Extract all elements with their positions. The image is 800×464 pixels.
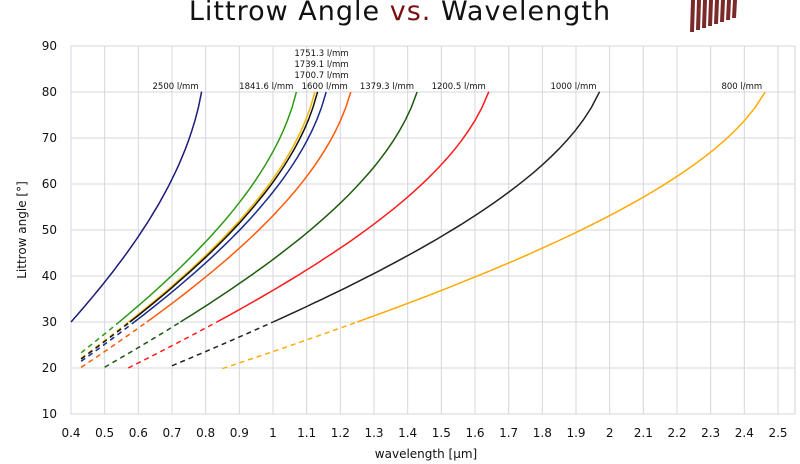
logo-stripes: [690, 0, 737, 32]
series-dashed-line: [80, 321, 148, 369]
series-solid-line: [216, 91, 490, 323]
y-tick-label: 10: [42, 407, 57, 421]
series-dashed-line: [222, 321, 358, 370]
x-tick-label: 1.1: [297, 426, 316, 440]
series-dashed-line: [80, 321, 135, 362]
x-tick-label: 2.1: [634, 426, 653, 440]
x-tick-label: 0.5: [95, 426, 114, 440]
y-tick-label: 30: [42, 315, 57, 329]
series-solid-line: [272, 91, 601, 323]
series-label: 1379.3 l/mm: [360, 82, 414, 92]
x-tick-label: 2: [606, 426, 614, 440]
chart-title: Littrow Angle vs. Wavelength: [0, 0, 800, 27]
x-tick-label: 1.4: [398, 426, 417, 440]
series-solid-line: [180, 91, 418, 323]
y-tick-label: 70: [42, 131, 57, 145]
series-solid-line: [128, 91, 316, 323]
series-label: 1700.7 l/mm: [294, 71, 348, 81]
y-tick-label: 90: [42, 39, 57, 53]
series-label: 1841.6 l/mm: [239, 82, 293, 92]
x-tick-label: 2.2: [667, 426, 686, 440]
grid: [70, 45, 796, 415]
x-tick-label: 2.4: [735, 426, 754, 440]
series-label: 800 l/mm: [721, 82, 762, 92]
x-tick-label: 0.4: [61, 426, 80, 440]
series-dashed-line: [80, 321, 120, 354]
x-tick-label: 0.9: [230, 426, 249, 440]
series-dashed-line: [80, 321, 131, 360]
logo-stripe: [720, 0, 725, 22]
series-solid-line: [146, 91, 352, 323]
series-dashed-line: [127, 321, 218, 369]
axes: 0.4 0.5 0.6 0.7 0.8 0.9 1 1.1 1.2 1.3 1.4 1.5 1.6 1.7…: [42, 39, 788, 440]
y-tick-label: 80: [42, 85, 57, 99]
title-vs: vs.: [389, 0, 432, 27]
x-tick-label: 1: [269, 426, 277, 440]
x-tick-label: 0.7: [162, 426, 181, 440]
x-tick-label: 2.5: [768, 426, 787, 440]
x-tick-label: 1.7: [499, 426, 518, 440]
x-tick-label: 1.9: [566, 426, 585, 440]
x-tick-label: 0.6: [129, 426, 148, 440]
series-label: 1600 l/mm: [302, 82, 348, 92]
title-rest: Wavelength: [440, 0, 612, 27]
logo-stripe: [714, 0, 719, 24]
series-solid-line: [70, 91, 203, 323]
series-dashed-line: [171, 321, 274, 367]
y-tick-label: 40: [42, 269, 57, 283]
x-tick-label: 1.2: [331, 426, 350, 440]
x-tick-label: 1.3: [364, 426, 383, 440]
y-tick-label: 20: [42, 361, 57, 375]
x-tick-label: 0.8: [196, 426, 215, 440]
title-main: Littrow Angle: [188, 0, 381, 27]
series-lines: [70, 91, 766, 370]
series-label: 1751.3 l/mm: [294, 49, 348, 59]
x-tick-label: 1.6: [465, 426, 484, 440]
y-tick-label: 60: [42, 177, 57, 191]
logo-stripe: [696, 0, 701, 30]
logo-stripe: [726, 0, 731, 20]
x-tick-label: 1.8: [533, 426, 552, 440]
logo-stripe: [732, 0, 737, 18]
x-tick-label: 2.3: [701, 426, 720, 440]
series-label: 2500 l/mm: [153, 82, 199, 92]
logo-stripe: [708, 0, 713, 26]
series-solid-line: [118, 91, 298, 323]
y-tick-label: 50: [42, 223, 57, 237]
series-solid-line: [129, 91, 319, 323]
series-label: 1739.1 l/mm: [294, 60, 348, 70]
series-solid-line: [356, 91, 766, 323]
series-dashed-line: [104, 321, 181, 368]
logo-stripe: [690, 0, 695, 32]
x-axis-label: wavelength [µm]: [375, 447, 477, 461]
x-tick-label: 1.5: [432, 426, 451, 440]
series-solid-line: [133, 91, 327, 323]
series-label: 1200.5 l/mm: [432, 82, 486, 92]
series-label: 1000 l/mm: [550, 82, 596, 92]
y-axis-label: Littrow angle [°]: [15, 181, 29, 279]
logo-stripe: [702, 0, 707, 28]
